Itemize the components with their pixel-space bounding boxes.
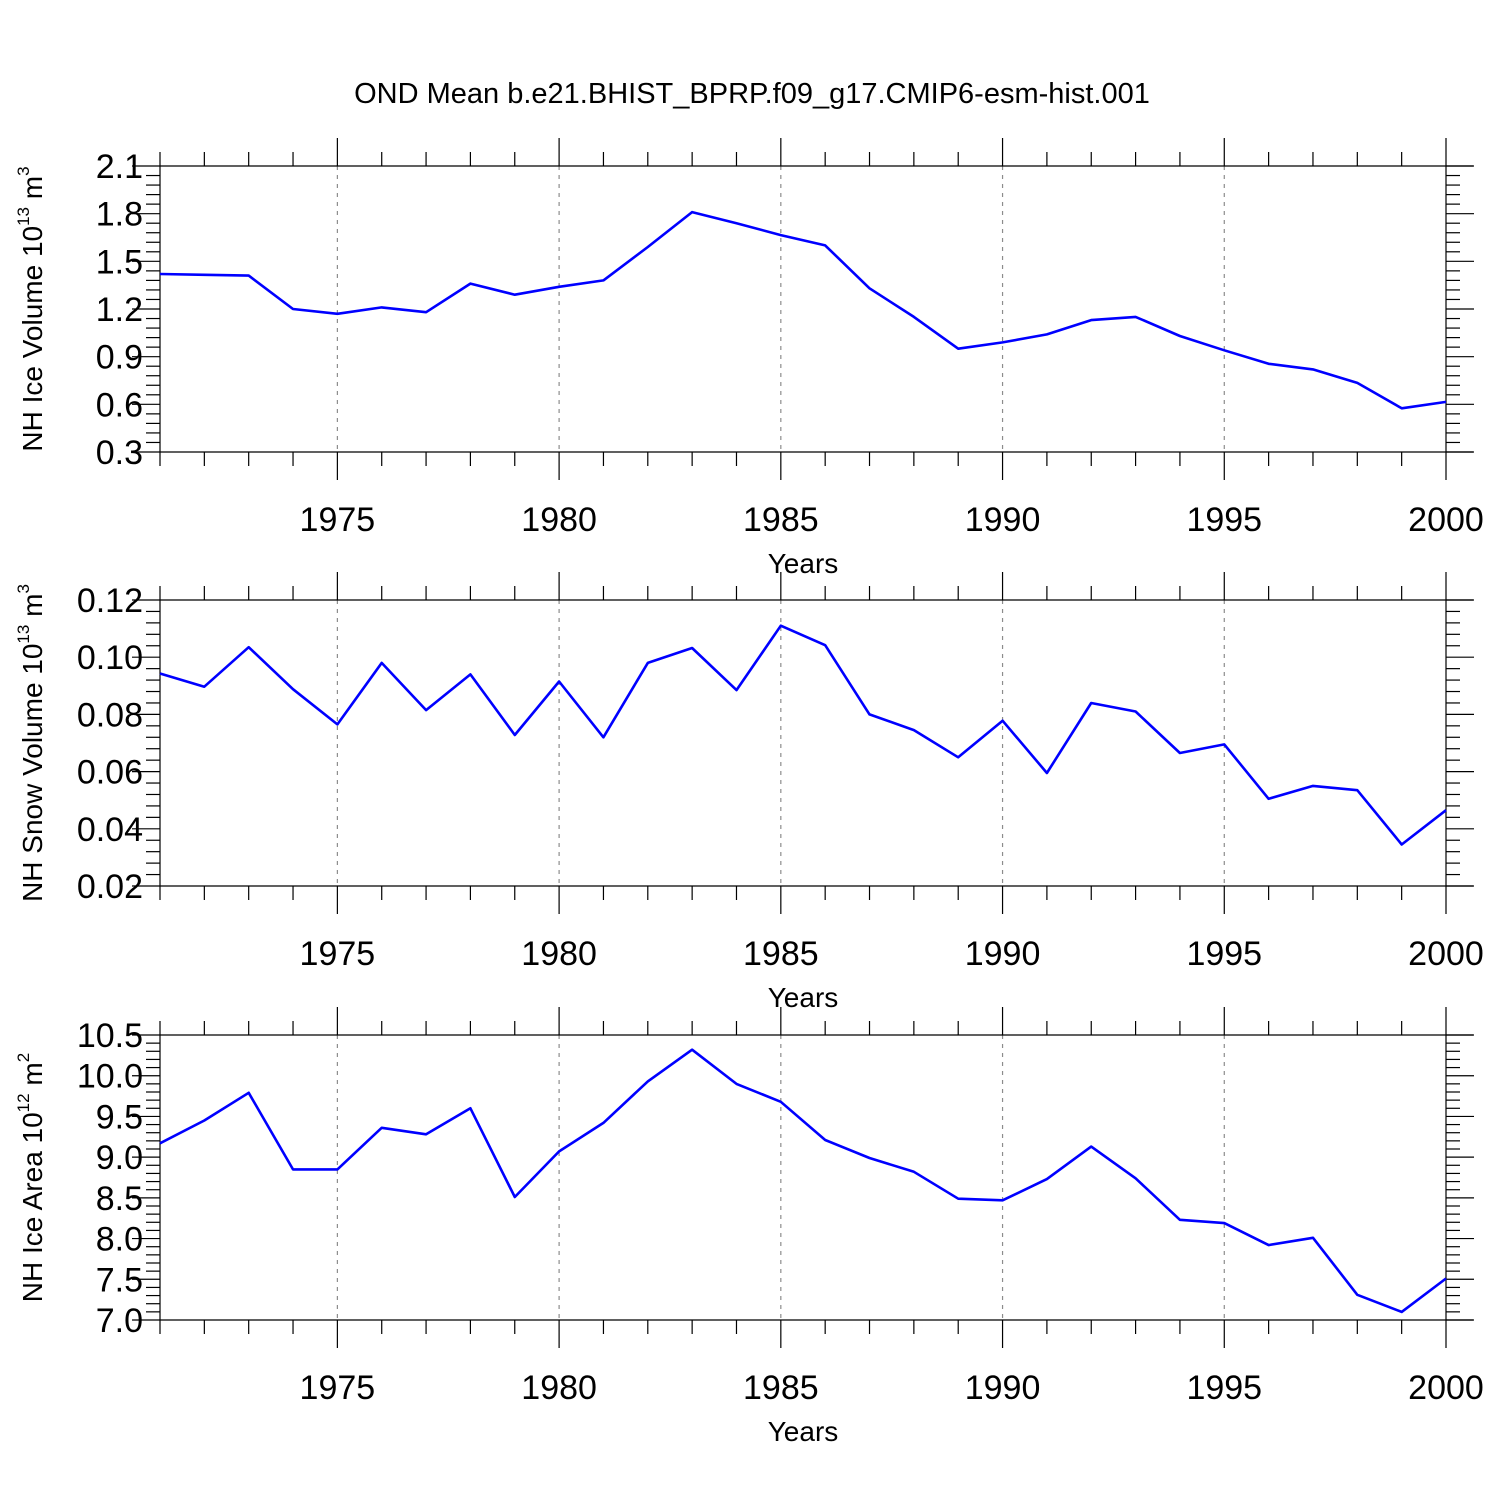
x-axis-label: Years xyxy=(768,982,839,1013)
y-tick-label: 0.02 xyxy=(77,868,143,906)
x-tick-label: 1975 xyxy=(300,501,376,539)
x-tick-label: 1975 xyxy=(300,1369,376,1407)
series-line xyxy=(159,624,1447,846)
y-axis-label: NH Ice Area 1012 m2 xyxy=(14,1053,48,1302)
y-tick-label: 9.0 xyxy=(96,1139,143,1177)
x-tick-label: 2000 xyxy=(1408,501,1484,539)
y-axis-label: NH Snow Volume 1013 m3 xyxy=(14,584,48,902)
panel-1: 0.3 0.6 0.9 1.2 1.5 1.8 2.1 1975 1980 1985 1990 199… xyxy=(14,138,1484,579)
y-tick-label: 10.5 xyxy=(77,1017,143,1055)
y-tick-label: 0.9 xyxy=(96,339,143,377)
y-tick-label: 0.10 xyxy=(77,639,143,677)
x-tick-label: 1980 xyxy=(521,935,597,973)
y-tick-label: 7.0 xyxy=(96,1302,143,1340)
y-tick-label: 0.08 xyxy=(77,696,143,734)
y-tick-label: 8.0 xyxy=(96,1221,143,1259)
y-tick-label: 0.12 xyxy=(77,582,143,620)
series-line xyxy=(159,1048,1447,1314)
y-tick-label: 7.5 xyxy=(96,1261,143,1299)
x-tick-label: 1985 xyxy=(743,1369,819,1407)
y-tick-label: 10.0 xyxy=(77,1058,143,1096)
x-tick-label: 2000 xyxy=(1408,935,1484,973)
y-axis-label: NH Ice Volume 1013 m3 xyxy=(14,166,48,451)
x-tick-label: 1985 xyxy=(743,935,819,973)
x-tick-label: 2000 xyxy=(1408,1369,1484,1407)
x-tick-label: 1995 xyxy=(1186,501,1262,539)
figure-title: OND Mean b.e21.BHIST_BPRP.f09_g17.CMIP6-… xyxy=(354,78,1150,110)
y-tick-label: 1.5 xyxy=(96,243,143,281)
x-tick-label: 1995 xyxy=(1186,935,1262,973)
y-tick-label: 1.2 xyxy=(96,291,143,329)
y-tick-label: 8.5 xyxy=(96,1180,143,1218)
x-tick-label: 1980 xyxy=(521,501,597,539)
x-tick-label: 1995 xyxy=(1186,1369,1262,1407)
panel-2: 0.02 0.04 0.06 0.08 0.10 0.12 1975 1980 1985 1990… xyxy=(14,572,1484,1013)
y-tick-label: 9.5 xyxy=(96,1098,143,1136)
y-tick-label: 0.3 xyxy=(96,434,143,472)
y-tick-label: 0.6 xyxy=(96,386,143,424)
y-tick-label: 0.06 xyxy=(77,754,143,792)
y-tick-label: 0.04 xyxy=(77,811,143,849)
y-tick-label: 1.8 xyxy=(96,196,143,234)
x-tick-label: 1985 xyxy=(743,501,819,539)
panel-3: 7.07.58.08.59.09.510.010.5 1975 1980 1985 19… xyxy=(14,1007,1484,1447)
x-axis-label: Years xyxy=(768,1416,839,1447)
x-tick-label: 1975 xyxy=(300,935,376,973)
x-tick-label: 1990 xyxy=(965,935,1041,973)
x-axis-label: Years xyxy=(768,548,839,579)
y-tick-label: 2.1 xyxy=(96,148,143,186)
x-tick-label: 1980 xyxy=(521,1369,597,1407)
series-line xyxy=(159,210,1447,410)
x-tick-label: 1990 xyxy=(965,1369,1041,1407)
x-tick-label: 1990 xyxy=(965,501,1041,539)
